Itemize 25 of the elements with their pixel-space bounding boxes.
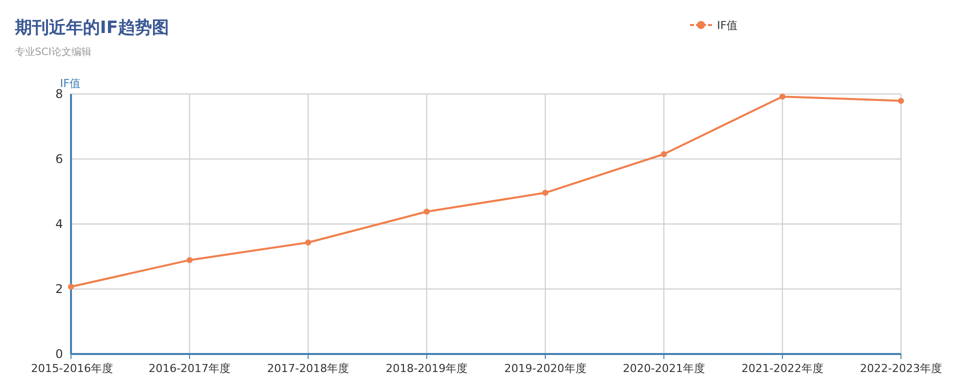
x-tick-label: 2020-2021年度 bbox=[622, 362, 705, 375]
legend-label: IF值 bbox=[717, 19, 738, 32]
point bbox=[898, 98, 904, 104]
x-tick-label: 2022-2023年度 bbox=[860, 362, 942, 375]
x-tick-label: 2019-2020年度 bbox=[504, 362, 586, 375]
x-tick-label: 2021-2022年度 bbox=[741, 362, 824, 375]
point bbox=[660, 151, 667, 158]
point bbox=[186, 257, 193, 264]
y-tick-label: 8 bbox=[55, 87, 63, 101]
chart-subtitle: 专业SCI论文编辑 bbox=[15, 46, 92, 58]
y-tick-label: 0 bbox=[55, 347, 63, 361]
chart-title: 期刊近年的IF趋势图 bbox=[14, 18, 169, 38]
x-tick-label: 2016-2017年度 bbox=[148, 362, 231, 375]
point bbox=[305, 240, 312, 246]
y-tick-label: 2 bbox=[55, 282, 63, 296]
point bbox=[424, 208, 430, 215]
x-tick-label: 2015-2016年度 bbox=[31, 362, 113, 375]
y-tick-label: 4 bbox=[55, 217, 63, 231]
x-tick-label: 2017-2018年度 bbox=[267, 362, 350, 375]
y-tick-label: 6 bbox=[55, 152, 63, 166]
point bbox=[542, 190, 548, 196]
y-axis-title: IF值 bbox=[60, 77, 81, 90]
point bbox=[779, 94, 786, 100]
x-tick-label: 2018-2019年度 bbox=[386, 362, 468, 375]
point bbox=[68, 284, 74, 290]
